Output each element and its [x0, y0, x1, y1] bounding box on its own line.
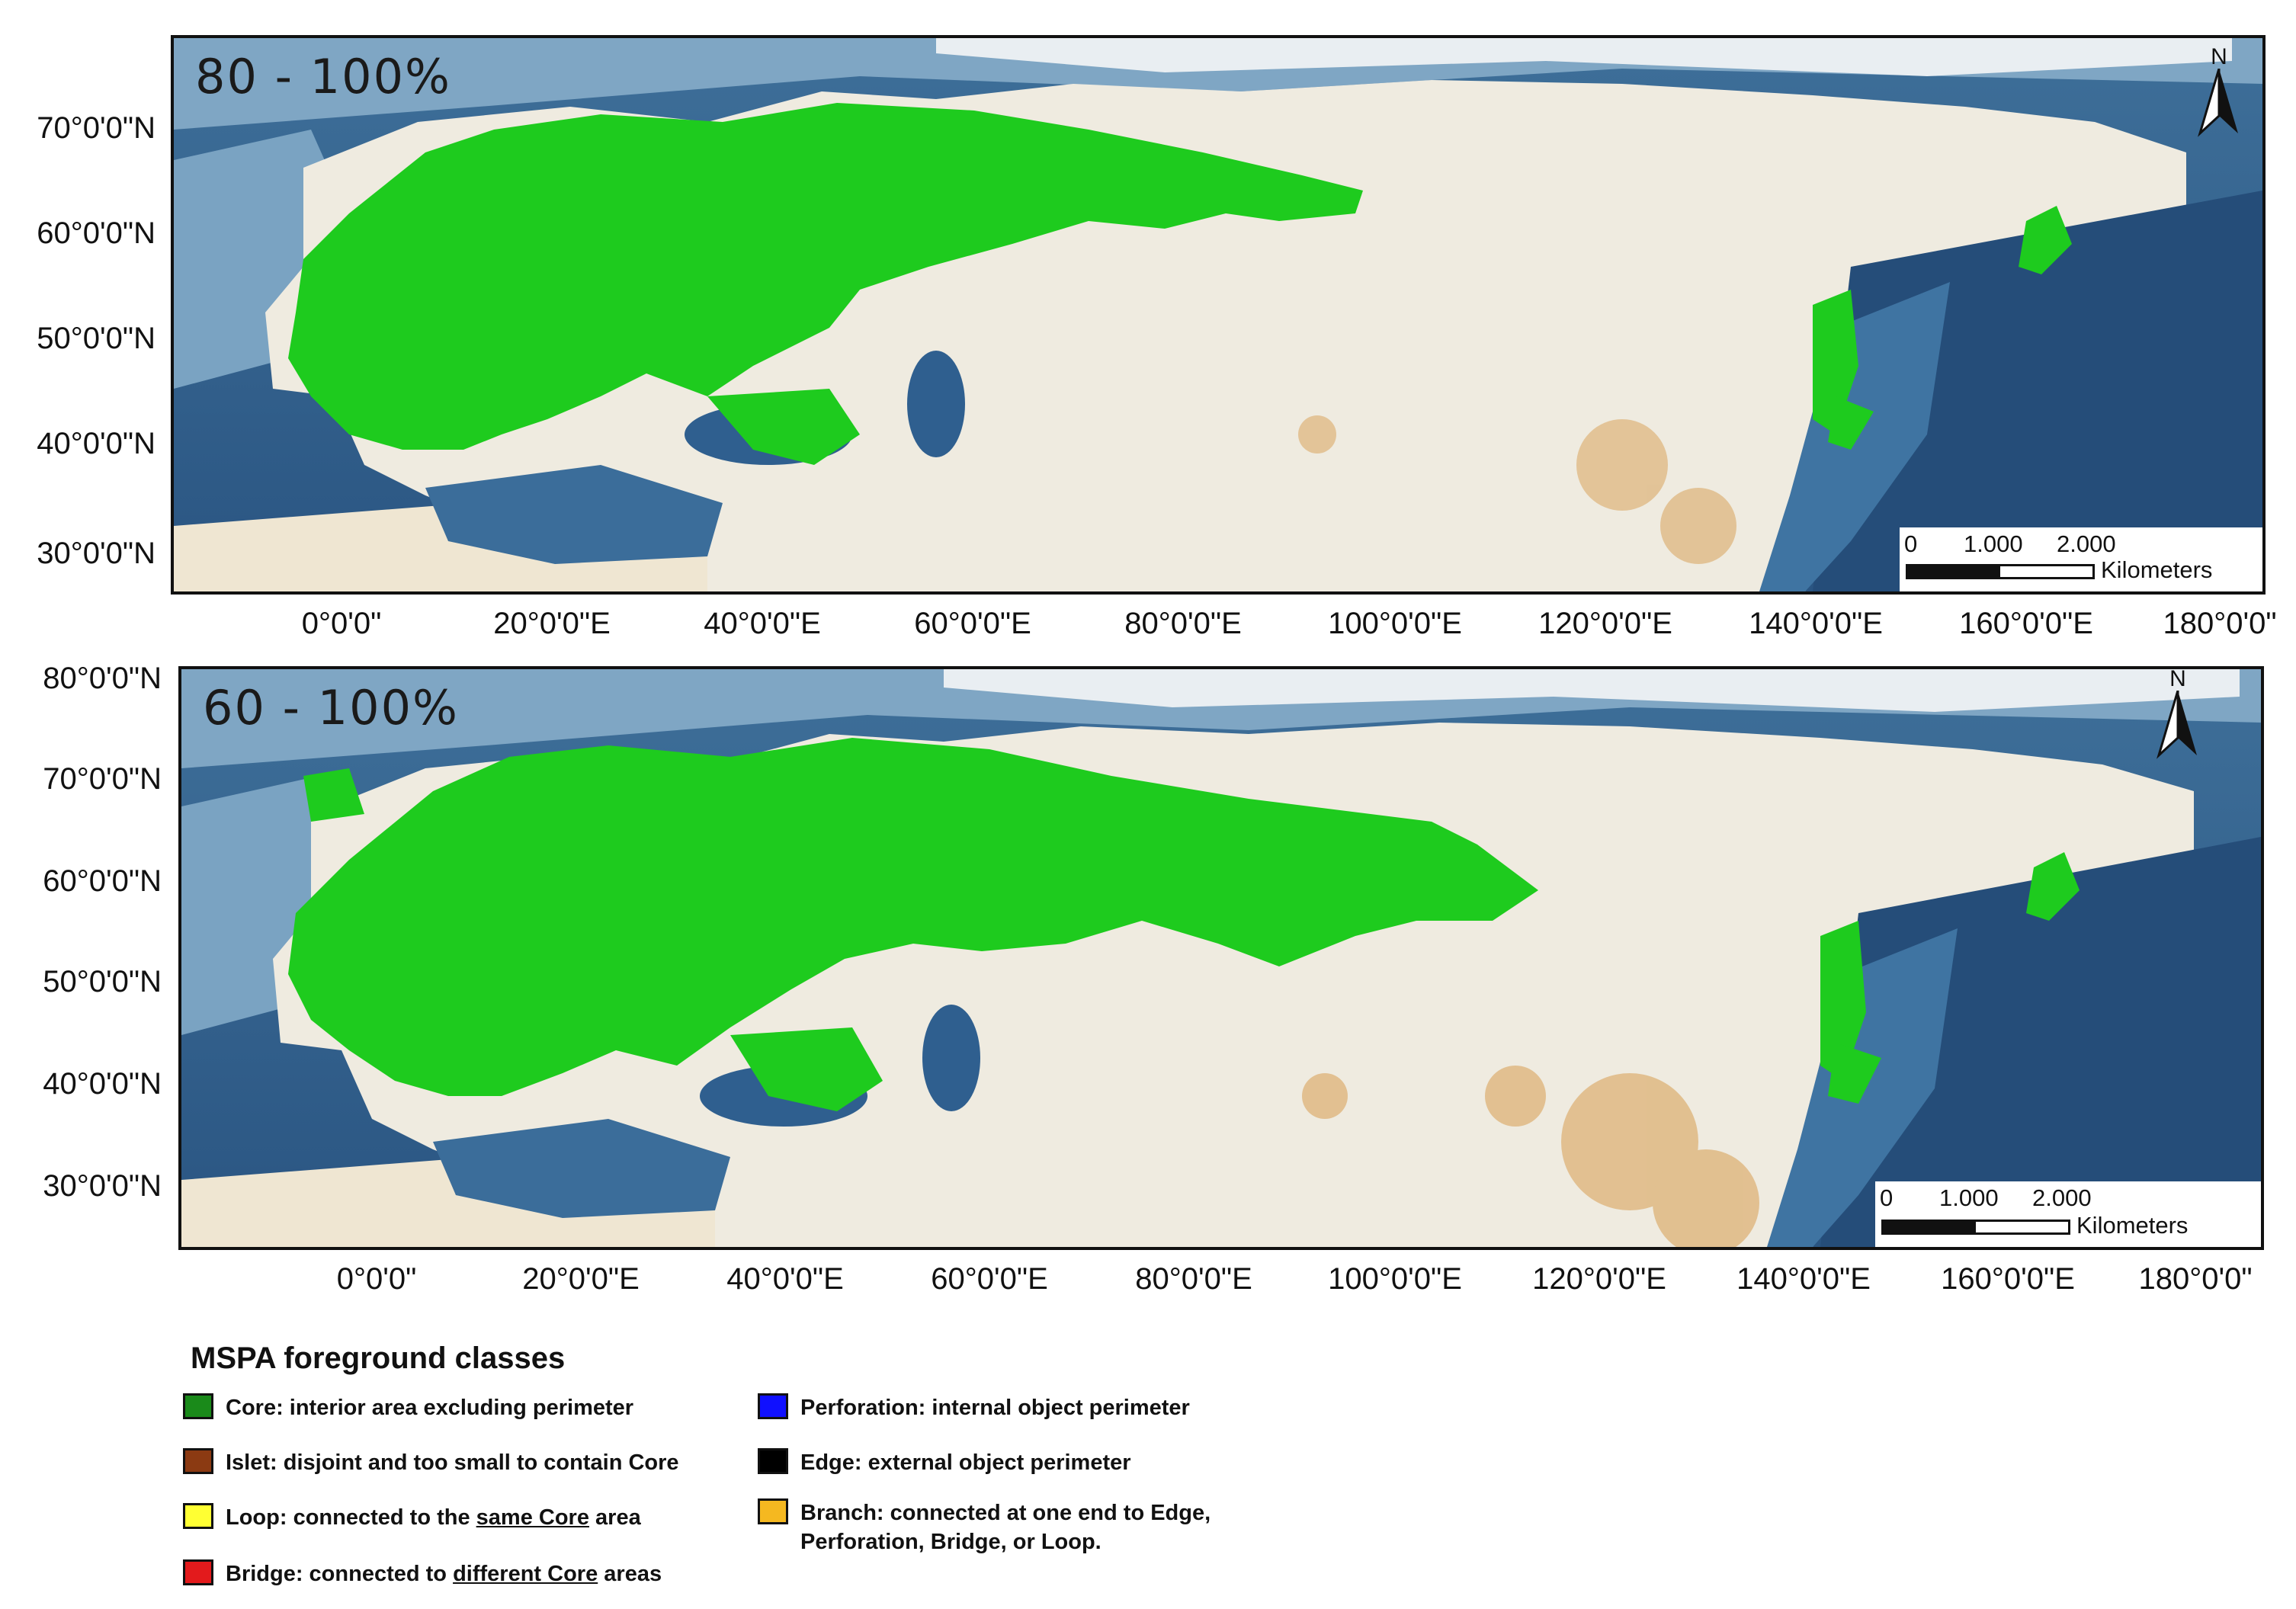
- legend-item-edge: Edge: external object perimeter: [758, 1448, 1131, 1477]
- map-panel-60-100: 60 - 100% N 0 1.000 2.000 Kilometers: [178, 666, 2264, 1250]
- scale-tick-1000: 1.000: [1964, 530, 2023, 557]
- lon-label: 180°0'0": [2163, 607, 2277, 640]
- scale-tick-2000: 2.000: [2057, 530, 2116, 557]
- legend-text: Core: interior area excluding perimeter: [226, 1396, 634, 1420]
- scale-tick-0: 0: [1880, 1184, 1894, 1211]
- basemap-eurasia: [174, 38, 2262, 591]
- lon-label: 0°0'0": [336, 1262, 417, 1296]
- lon-label: 100°0'0"E: [1328, 1262, 1462, 1296]
- lat-label: 70°0'0"N: [37, 111, 156, 145]
- legend-item-bridge: Bridge: connected to different Core area…: [183, 1559, 662, 1588]
- map-panel-80-100: 80 - 100% N 0 1.000 2.000 Kilometers: [171, 35, 2266, 595]
- legend-swatch: [183, 1448, 213, 1474]
- legend-swatch: [183, 1559, 213, 1585]
- legend-swatch: [183, 1503, 213, 1529]
- lon-label: 0°0'0": [301, 607, 382, 640]
- lon-label: 60°0'0"E: [931, 1262, 1048, 1296]
- lat-label: 40°0'0"N: [37, 427, 156, 460]
- lat-label: 50°0'0"N: [43, 965, 162, 998]
- scale-unit: Kilometers: [2076, 1212, 2189, 1239]
- lat-label: 40°0'0"N: [43, 1067, 162, 1101]
- legend-swatch: [758, 1393, 788, 1419]
- legend-title: MSPA foreground classes: [191, 1341, 566, 1375]
- lon-label: 20°0'0"E: [493, 607, 611, 640]
- lat-label: 30°0'0"N: [43, 1169, 162, 1203]
- lon-label: 140°0'0"E: [1736, 1262, 1871, 1296]
- north-label: N: [2169, 666, 2186, 691]
- lat-label: 60°0'0"N: [37, 216, 156, 250]
- legend-text: Perforation: internal object perimeter: [800, 1396, 1190, 1420]
- lat-label: 30°0'0"N: [37, 537, 156, 570]
- lon-label: 120°0'0"E: [1532, 1262, 1666, 1296]
- lat-label: 60°0'0"N: [43, 864, 162, 898]
- lon-label: 40°0'0"E: [704, 607, 821, 640]
- forest-core-region: [288, 103, 1363, 450]
- lon-label: 40°0'0"E: [726, 1262, 844, 1296]
- legend-item-islet: Islet: disjoint and too small to contain…: [183, 1448, 679, 1477]
- scale-tick-2000: 2.000: [2032, 1184, 2092, 1211]
- scale-bar: 0 1.000 2.000 Kilometers: [1875, 1181, 2261, 1247]
- lon-label: 160°0'0"E: [1959, 607, 2093, 640]
- lon-label: 120°0'0"E: [1538, 607, 1672, 640]
- legend-item-core: Core: interior area excluding perimeter: [183, 1393, 633, 1422]
- lon-label: 80°0'0"E: [1124, 607, 1242, 640]
- lon-label: 160°0'0"E: [1941, 1262, 2075, 1296]
- scale-tick-1000: 1.000: [1939, 1184, 1999, 1211]
- forest-core-region: [288, 738, 1538, 1096]
- north-label: N: [2211, 44, 2227, 69]
- range-label: 80 - 100%: [195, 49, 451, 104]
- legend-swatch: [183, 1393, 213, 1419]
- lon-label: 140°0'0"E: [1749, 607, 1883, 640]
- lon-label: 80°0'0"E: [1135, 1262, 1252, 1296]
- legend-item-branch: Branch: connected at one end to Edge, Per…: [758, 1498, 1211, 1556]
- legend-item-perforation: Perforation: internal object perimeter: [758, 1393, 1190, 1422]
- legend-text: Loop: connected to the same Core area: [226, 1505, 641, 1530]
- north-arrow-icon: N: [2192, 44, 2246, 143]
- scale-tick-0: 0: [1904, 530, 1918, 557]
- legend-text: Bridge: connected to different Core area…: [226, 1562, 662, 1586]
- basemap-eurasia: [181, 669, 2261, 1247]
- legend-text: Branch: connected at one end to Edge, Per…: [800, 1501, 1211, 1554]
- scale-unit: Kilometers: [2101, 556, 2213, 583]
- legend-swatch: [758, 1448, 788, 1474]
- lon-label: 100°0'0"E: [1328, 607, 1462, 640]
- lon-label: 60°0'0"E: [914, 607, 1031, 640]
- legend-text: Edge: external object perimeter: [800, 1450, 1131, 1475]
- north-arrow-icon: N: [2151, 666, 2205, 765]
- lat-label: 70°0'0"N: [43, 762, 162, 796]
- legend-text: Islet: disjoint and too small to contain…: [226, 1450, 679, 1475]
- legend-swatch: [758, 1498, 788, 1524]
- lon-label: 20°0'0"E: [522, 1262, 640, 1296]
- lon-label: 180°0'0": [2138, 1262, 2253, 1296]
- lat-label: 50°0'0"N: [37, 322, 156, 355]
- legend-item-loop: Loop: connected to the same Core area: [183, 1503, 641, 1532]
- lat-label: 80°0'0"N: [43, 662, 162, 695]
- scale-bar: 0 1.000 2.000 Kilometers: [1900, 527, 2262, 591]
- range-label: 60 - 100%: [203, 680, 459, 736]
